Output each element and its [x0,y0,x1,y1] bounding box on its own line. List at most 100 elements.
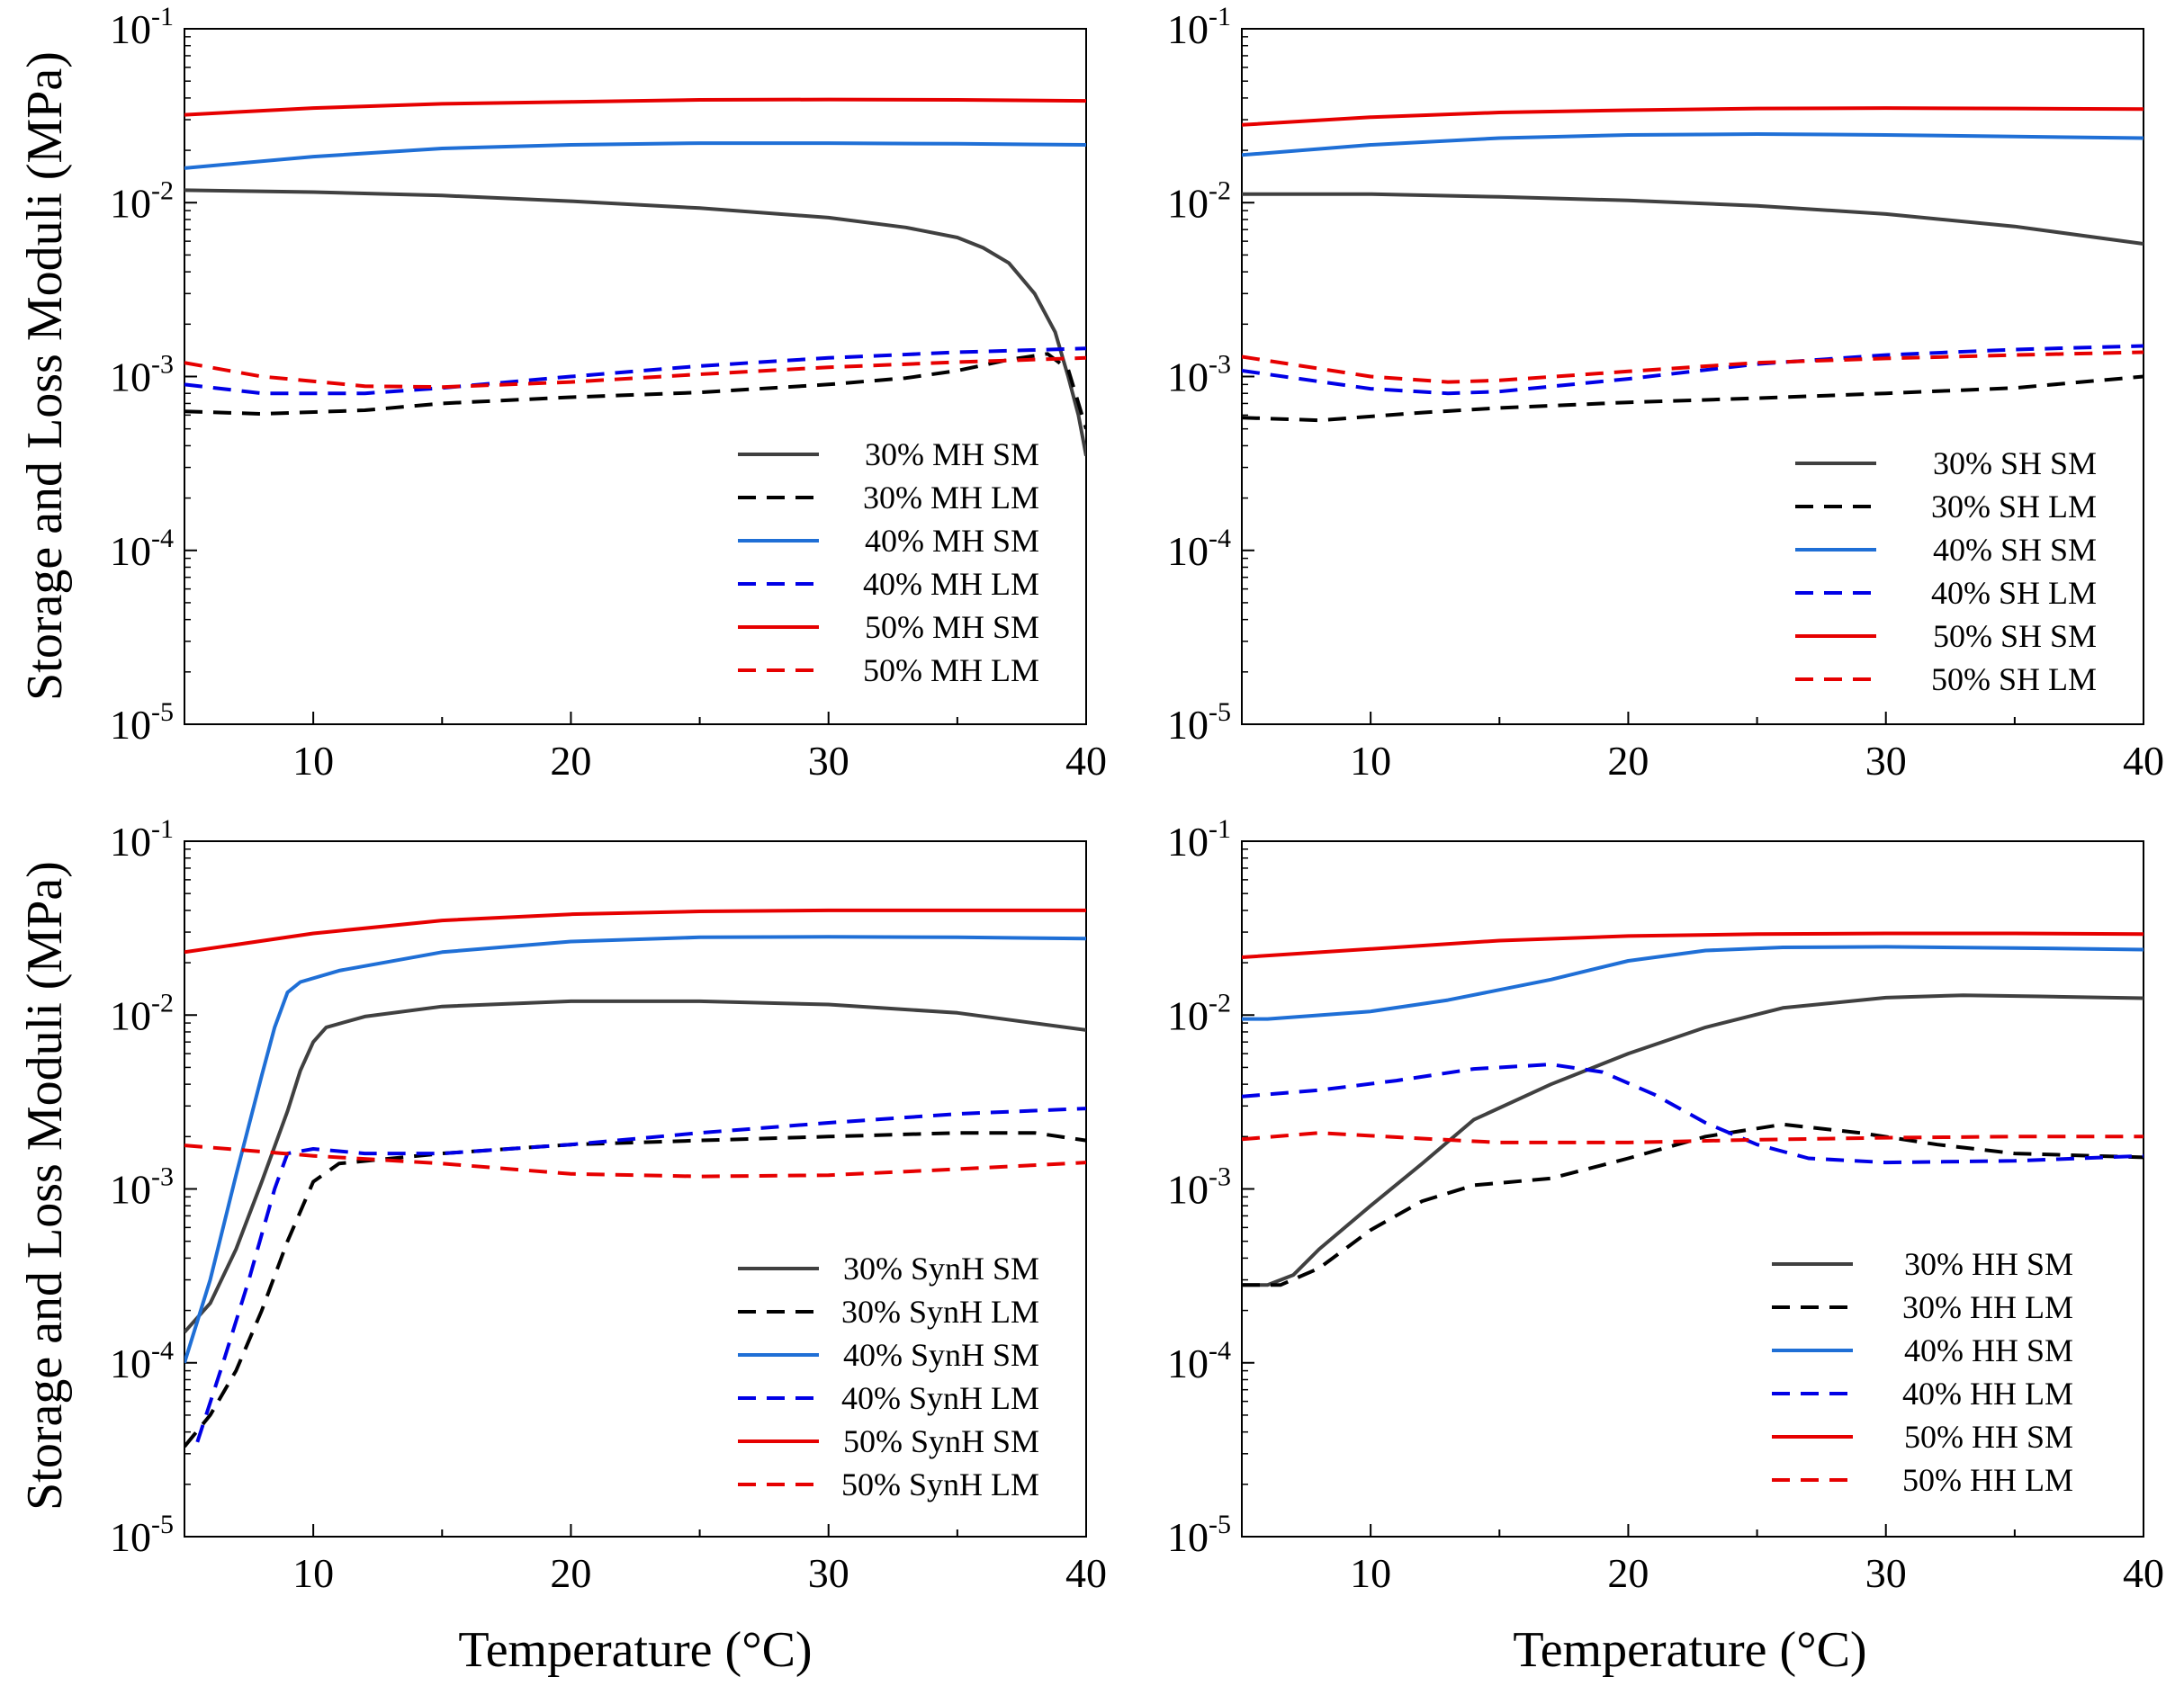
legend-label: 50% SynH SM [843,1423,1039,1459]
legend-label: 50% HH LM [1902,1462,2073,1498]
legend-label: 30% MH SM [865,436,1039,472]
x-tick-label: 30 [1865,1550,1907,1596]
series-line [184,1131,1086,1448]
series-line [1242,993,2144,1287]
y-tick-label: 10-5 [110,697,174,748]
y-axis-title-bottom: Storage and Loss Moduli (MPa) [17,861,73,1511]
series-line [184,346,1086,396]
x-tick-label: 10 [292,1550,334,1596]
y-tick-label: 10-2 [1167,175,1231,226]
series-line [184,935,1086,1364]
series-line [184,141,1086,170]
legend-label: 40% HH LM [1902,1376,2073,1412]
series-line [1242,374,2144,423]
legend: 30% SynH SM 30% SynH LM 40% SynH SM 40% Syn… [738,1251,1039,1502]
y-tick-label: 10-1 [1167,2,1231,52]
y-tick-label: 10-1 [110,814,174,865]
x-tick-label: 40 [2123,1550,2164,1596]
legend-label: 40% SynH SM [843,1337,1039,1373]
y-tick-label: 10-5 [1167,697,1231,748]
x-tick-label: 30 [1865,738,1907,784]
legend-label: 40% SH SM [1933,532,2097,568]
legend-label: 30% SH SM [1933,445,2097,481]
series-line [1242,1063,2144,1165]
series-line [1242,350,2144,384]
y-tick-label: 10-3 [1167,1162,1231,1213]
legend-label: 30% SynH SM [843,1251,1039,1287]
x-tick-label: 40 [1065,738,1107,784]
series-line [1242,106,2144,127]
y-tick-label: 10-1 [1167,814,1231,865]
x-tick-label: 10 [1350,1550,1391,1596]
series-line [1242,344,2144,396]
y-tick-label: 10-4 [1167,1336,1231,1386]
legend-label: 40% SynH LM [841,1380,1039,1416]
y-tick-label: 10-5 [110,1510,174,1560]
legend-label: 30% MH LM [863,480,1039,516]
x-tick-label: 10 [1350,738,1391,784]
series-line [184,188,1086,456]
series-line [1242,192,2144,246]
series-line [1242,1122,2144,1287]
legend-label: 40% SH LM [1931,575,2097,611]
series-line [184,352,1086,430]
series-group [1242,106,2144,423]
y-tick-label: 10-3 [110,1162,174,1213]
series-line [184,97,1086,117]
x-tick-label: 20 [550,738,591,784]
legend-label: 50% MH SM [865,609,1039,645]
legend-label: 30% HH LM [1902,1289,2073,1325]
legend: 30% HH SM 30% HH LM 40% HH SM 40% HH LM 50% … [1772,1246,2073,1498]
series-line [195,1107,1086,1443]
legend-label: 50% SynH LM [841,1466,1039,1502]
legend-label: 50% MH LM [863,652,1039,688]
x-tick-label: 20 [550,1550,591,1596]
legend: 30% MH SM 30% MH LM 40% MH SM 40% MH LM 50% … [738,436,1039,688]
y-tick-label: 10-4 [1167,524,1231,574]
legend-label: 50% SH SM [1933,618,2097,654]
y-tick-label: 10-4 [110,1336,174,1386]
legend-label: 40% MH SM [865,523,1039,559]
x-tick-label: 10 [292,738,334,784]
y-axis-title-top: Storage and Loss Moduli (MPa) [17,51,73,701]
x-tick-label: 30 [808,738,849,784]
series-line [184,908,1086,955]
y-tick-label: 10-5 [1167,1510,1231,1560]
series-line [184,999,1086,1334]
x-axis-title-right: Temperature (°C) [1513,1622,1866,1678]
y-tick-label: 10-3 [1167,350,1231,400]
series-line [1242,1131,2144,1144]
x-tick-label: 30 [808,1550,849,1596]
legend: 30% SH SM 30% SH LM 40% SH SM 40% SH LM 50% … [1795,445,2097,697]
legend-label: 30% SynH LM [841,1294,1039,1330]
x-tick-label: 20 [1607,738,1649,784]
series-line [1242,132,2144,157]
y-tick-label: 10-1 [110,2,174,52]
legend-label: 40% HH SM [1904,1332,2073,1368]
x-tick-label: 20 [1607,1550,1649,1596]
y-tick-label: 10-2 [110,175,174,226]
x-tick-label: 40 [1065,1550,1107,1596]
series-group [1242,931,2144,1287]
legend-label: 30% HH SM [1904,1246,2073,1282]
legend-label: 50% HH SM [1904,1419,2073,1455]
legend-label: 40% MH LM [863,566,1039,602]
y-tick-label: 10-2 [110,988,174,1038]
legend-label: 50% SH LM [1931,661,2097,697]
series-line [1242,945,2144,1021]
series-line [184,1143,1086,1179]
series-group [184,908,1086,1448]
series-line [184,355,1086,390]
x-tick-label: 40 [2123,738,2164,784]
y-tick-label: 10-3 [110,350,174,400]
series-group [184,97,1086,456]
y-tick-label: 10-4 [110,524,174,574]
y-tick-label: 10-2 [1167,988,1231,1038]
legend-label: 30% SH LM [1931,489,2097,525]
